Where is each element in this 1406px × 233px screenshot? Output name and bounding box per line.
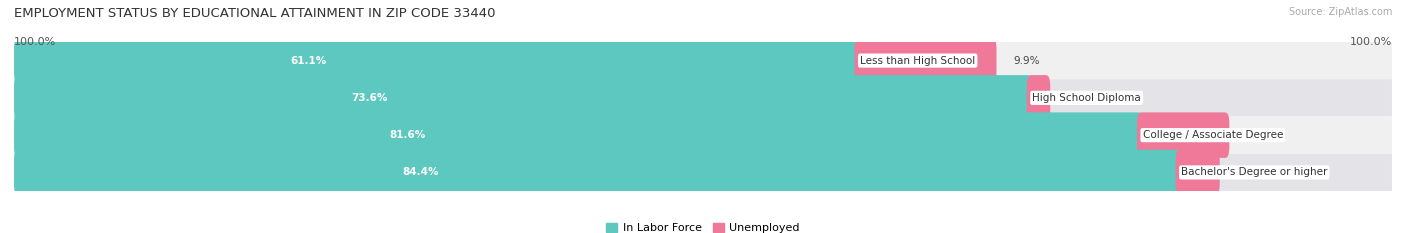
- FancyBboxPatch shape: [14, 38, 860, 83]
- Legend: In Labor Force, Unemployed: In Labor Force, Unemployed: [602, 218, 804, 233]
- Text: College / Associate Degree: College / Associate Degree: [1143, 130, 1282, 140]
- Text: High School Diploma: High School Diploma: [1032, 93, 1142, 103]
- Text: 81.6%: 81.6%: [389, 130, 426, 140]
- Text: 84.4%: 84.4%: [404, 168, 439, 177]
- FancyBboxPatch shape: [14, 75, 1032, 121]
- Text: 6.3%: 6.3%: [1246, 130, 1272, 140]
- Text: 61.1%: 61.1%: [291, 56, 326, 65]
- Text: Bachelor's Degree or higher: Bachelor's Degree or higher: [1181, 168, 1327, 177]
- FancyBboxPatch shape: [855, 38, 997, 83]
- Text: 1.3%: 1.3%: [1067, 93, 1094, 103]
- FancyBboxPatch shape: [14, 116, 1392, 154]
- FancyBboxPatch shape: [14, 154, 1392, 191]
- Text: Less than High School: Less than High School: [860, 56, 976, 65]
- FancyBboxPatch shape: [1137, 112, 1229, 158]
- Text: 100.0%: 100.0%: [1350, 38, 1392, 48]
- Text: 100.0%: 100.0%: [14, 38, 56, 48]
- FancyBboxPatch shape: [1175, 150, 1220, 195]
- FancyBboxPatch shape: [14, 112, 1143, 158]
- FancyBboxPatch shape: [14, 150, 1181, 195]
- Text: EMPLOYMENT STATUS BY EDUCATIONAL ATTAINMENT IN ZIP CODE 33440: EMPLOYMENT STATUS BY EDUCATIONAL ATTAINM…: [14, 7, 495, 20]
- Text: 9.9%: 9.9%: [1014, 56, 1039, 65]
- FancyBboxPatch shape: [14, 42, 1392, 79]
- FancyBboxPatch shape: [14, 79, 1392, 116]
- Text: Source: ZipAtlas.com: Source: ZipAtlas.com: [1288, 7, 1392, 17]
- Text: 2.8%: 2.8%: [1236, 168, 1263, 177]
- FancyBboxPatch shape: [1026, 75, 1050, 121]
- Text: 73.6%: 73.6%: [352, 93, 387, 103]
